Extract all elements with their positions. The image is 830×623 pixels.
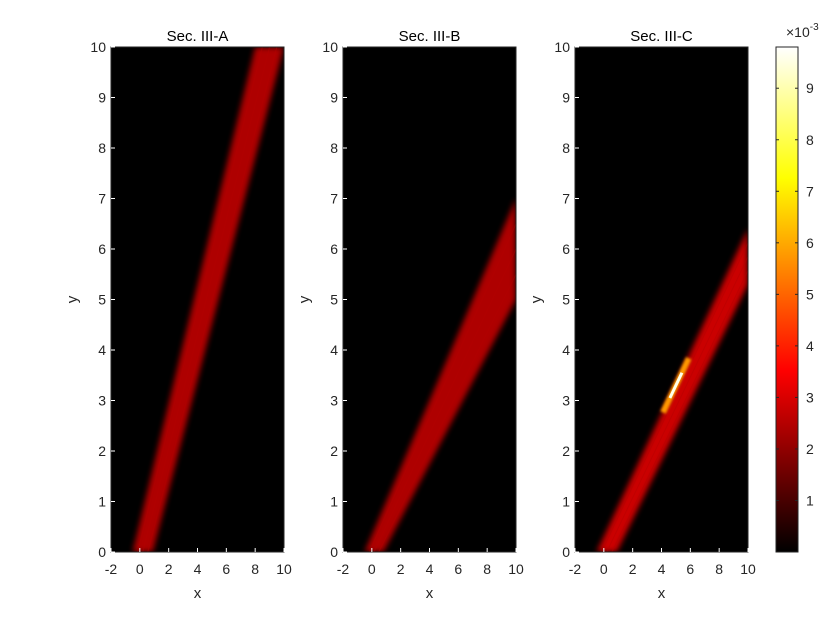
y-tick-label: 10 [554, 39, 570, 55]
y-tick-label: 10 [322, 39, 338, 55]
y-tick-label: 2 [98, 443, 106, 459]
y-axis-label: y [296, 295, 313, 303]
colorbar: 1 2 3 4 5 6 7 8 9 ×10-3 [775, 22, 819, 553]
y-tick-label: 7 [98, 191, 106, 207]
x-tick-label: 8 [251, 561, 259, 577]
y-tick-label: 4 [562, 342, 570, 358]
y-tick-label: 6 [98, 241, 106, 257]
beam-band [368, 223, 516, 552]
y-tick-label: 9 [98, 90, 106, 106]
beam-band [601, 242, 748, 552]
x-tick-label: 8 [715, 561, 723, 577]
colorbar-tick-label: 1 [806, 492, 814, 508]
y-tick-label: 1 [562, 494, 570, 510]
y-tick-label: 1 [330, 494, 338, 510]
x-tick-label: 2 [629, 561, 637, 577]
x-tick-label: 2 [397, 561, 405, 577]
y-tick-label: 6 [562, 241, 570, 257]
x-tick-label: 10 [276, 561, 292, 577]
panel-title: Sec. III-A [167, 28, 229, 45]
y-tick-label: 10 [90, 39, 106, 55]
x-tick-label: 0 [136, 561, 144, 577]
colorbar-tick-label: 8 [806, 132, 814, 148]
x-tick-label: 0 [368, 561, 376, 577]
colorbar-tick-label: 7 [806, 183, 814, 199]
colorbar-tick-label: 9 [806, 80, 814, 96]
y-tick-label: 9 [330, 90, 338, 106]
beam-intensity [364, 198, 516, 552]
y-tick-label: 8 [562, 140, 570, 156]
colorbar-tick-label: 5 [806, 286, 814, 302]
y-tick-label: 2 [562, 443, 570, 459]
y-tick-label: 7 [562, 191, 570, 207]
beam-band [137, 47, 263, 552]
focus-peak [668, 372, 684, 399]
beam-band [378, 274, 516, 552]
x-tick-label: -2 [569, 561, 582, 577]
y-tick-label: 4 [330, 342, 338, 358]
x-tick-label: -2 [105, 561, 118, 577]
x-tick-label: 4 [426, 561, 434, 577]
y-tick-label: 0 [98, 544, 106, 560]
panel-title: Sec. III-C [630, 28, 693, 45]
x-tick-label: 6 [454, 561, 462, 577]
beam-band [606, 256, 748, 552]
x-tick-label: 10 [740, 561, 756, 577]
beam-layer [596, 228, 748, 552]
x-tick-label: 6 [222, 561, 230, 577]
y-tick-label: 0 [330, 544, 338, 560]
x-axis-label: x [658, 585, 666, 602]
x-axis-label: x [426, 585, 434, 602]
y-tick-label: 0 [562, 544, 570, 560]
beam-band [373, 248, 516, 552]
panel-title: Sec. III-B [399, 28, 461, 45]
y-tick-label: 3 [98, 393, 106, 409]
y-tick-label: 6 [330, 241, 338, 257]
y-tick-label: 3 [562, 393, 570, 409]
y-axis-label: y [64, 295, 81, 303]
beam-band [611, 270, 748, 552]
colorbar-exponent: ×10-3 [786, 22, 819, 40]
x-tick-label: 4 [194, 561, 202, 577]
y-tick-label: 8 [98, 140, 106, 156]
y-tick-label: 3 [330, 393, 338, 409]
y-tick-label: 1 [98, 494, 106, 510]
x-tick-label: 0 [600, 561, 608, 577]
y-tick-label: 5 [330, 292, 338, 308]
colorbar-scale [775, 46, 799, 553]
x-tick-label: 4 [658, 561, 666, 577]
y-tick-label: 7 [330, 191, 338, 207]
colorbar-tick-label: 4 [806, 338, 814, 354]
beam-band [147, 47, 278, 552]
colorbar-tick-label: 6 [806, 235, 814, 251]
x-axis-label: x [194, 585, 202, 602]
beam-layer [364, 198, 516, 552]
beam-band [142, 47, 271, 552]
x-tick-label: -2 [337, 561, 350, 577]
y-tick-label: 5 [98, 292, 106, 308]
colorbar-ticks: 1 2 3 4 5 6 7 8 9 [776, 80, 814, 508]
y-tick-label: 2 [330, 443, 338, 459]
beam-layer [132, 47, 284, 552]
x-tick-label: 8 [483, 561, 491, 577]
beam-intensity [132, 47, 284, 552]
y-axis-label: y [528, 295, 545, 303]
colorbar-tick-label: 3 [806, 389, 814, 405]
y-tick-label: 4 [98, 342, 106, 358]
y-tick-label: 5 [562, 292, 570, 308]
y-tick-label: 8 [330, 140, 338, 156]
colorbar-tick-label: 2 [806, 441, 814, 457]
x-tick-label: 2 [165, 561, 173, 577]
y-tick-label: 9 [562, 90, 570, 106]
x-tick-label: 6 [686, 561, 694, 577]
x-tick-label: 10 [508, 561, 524, 577]
